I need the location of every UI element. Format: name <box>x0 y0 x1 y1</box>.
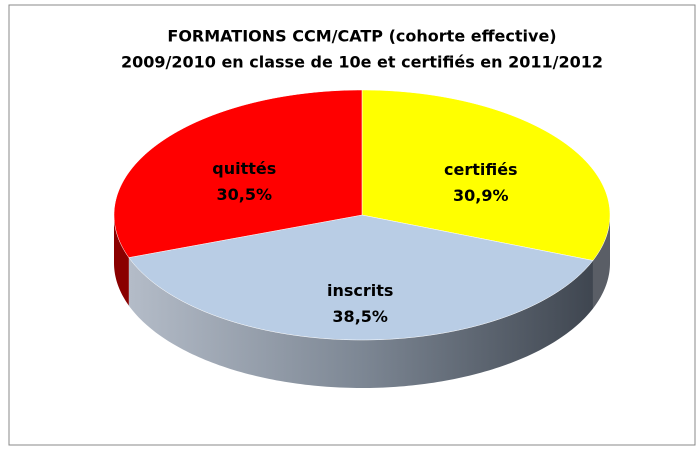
slice-label: certifiés <box>444 160 518 179</box>
slice-value-label: 38,5% <box>332 307 388 326</box>
slice-label: quittés <box>212 159 276 178</box>
slice-side <box>114 215 129 306</box>
chart-title: FORMATIONS CCM/CATP (cohorte effective) <box>167 27 556 46</box>
slice-value-label: 30,9% <box>453 186 509 205</box>
slice-label: inscrits <box>327 281 393 300</box>
chart-title: 2009/2010 en classe de 10e et certifiés … <box>121 53 603 72</box>
slice-value-label: 30,5% <box>216 185 272 204</box>
slice <box>113 89 363 258</box>
slice-side <box>128 257 593 388</box>
slice <box>361 89 611 261</box>
slice <box>128 214 594 341</box>
